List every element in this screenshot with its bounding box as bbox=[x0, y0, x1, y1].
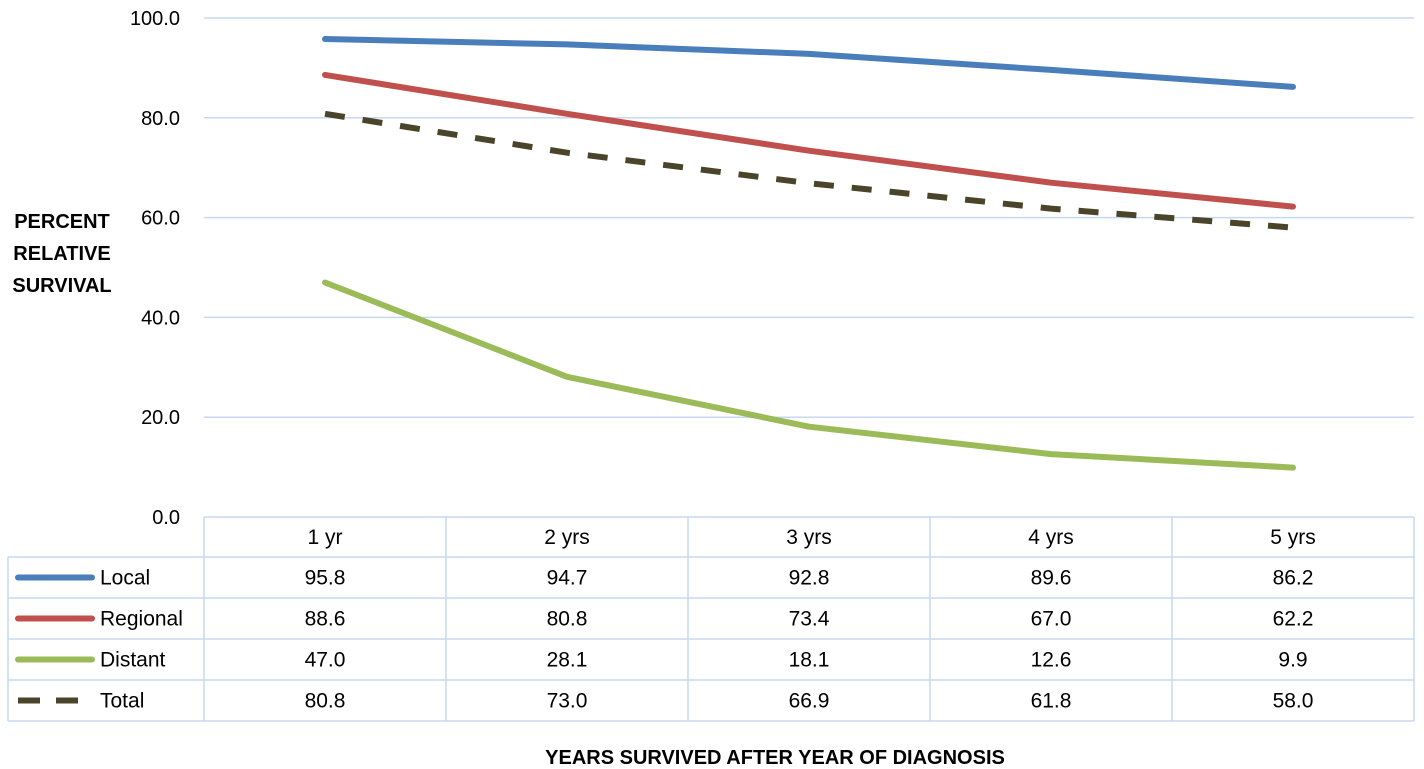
legend-label-regional: Regional bbox=[100, 608, 183, 631]
data-label: 80.8 bbox=[547, 608, 588, 631]
y-axis: 0.0 20.0 40.0 60.0 80.0 100.0 bbox=[130, 8, 180, 529]
data-label: 66.9 bbox=[789, 690, 830, 713]
data-label: 94.7 bbox=[547, 567, 588, 590]
gridlines bbox=[204, 17, 1414, 418]
series-line-total bbox=[324, 110, 1294, 231]
y-axis-title-line-2: RELATIVE bbox=[13, 243, 110, 265]
series-line-distant bbox=[322, 279, 1296, 471]
data-label: 73.0 bbox=[547, 690, 588, 713]
y-tick-label: 20.0 bbox=[141, 407, 180, 429]
y-tick-label: 40.0 bbox=[141, 307, 180, 329]
data-label: 58.0 bbox=[1273, 690, 1314, 713]
data-label: 95.8 bbox=[305, 567, 346, 590]
y-tick-label: 0.0 bbox=[152, 507, 180, 529]
data-label: 12.6 bbox=[1031, 649, 1072, 672]
x-category-label: 5 yrs bbox=[1270, 526, 1316, 549]
data-label: 88.6 bbox=[305, 608, 346, 631]
y-tick-label: 80.0 bbox=[141, 108, 180, 130]
series-lines bbox=[322, 36, 1296, 471]
data-label: 61.8 bbox=[1031, 690, 1072, 713]
y-axis-title-line-1: PERCENT bbox=[14, 211, 110, 233]
data-label: 9.9 bbox=[1278, 649, 1307, 672]
data-label: 92.8 bbox=[789, 567, 830, 590]
data-label: 47.0 bbox=[305, 649, 346, 672]
legend-label-distant: Distant bbox=[100, 649, 166, 672]
data-label: 80.8 bbox=[305, 690, 346, 713]
legend-label-local: Local bbox=[100, 567, 150, 590]
x-category-label: 4 yrs bbox=[1028, 526, 1074, 549]
data-label: 62.2 bbox=[1273, 608, 1314, 631]
y-tick-label: 60.0 bbox=[141, 208, 180, 230]
y-axis-title-line-3: SURVIVAL bbox=[12, 275, 111, 297]
data-label: 86.2 bbox=[1273, 567, 1314, 590]
y-tick-label: 100.0 bbox=[130, 8, 180, 30]
data-label: 18.1 bbox=[789, 649, 830, 672]
x-axis-title: YEARS SURVIVED AFTER YEAR OF DIAGNOSIS bbox=[545, 747, 1005, 769]
x-category-label: 3 yrs bbox=[786, 526, 832, 549]
data-label: 28.1 bbox=[547, 649, 588, 672]
y-axis-title: PERCENT RELATIVE SURVIVAL bbox=[12, 211, 111, 297]
data-table: 1 yr 2 yrs 3 yrs 4 yrs 5 yrs Local 95.8 94.7 92.… bbox=[7, 516, 1415, 722]
data-label: 73.4 bbox=[789, 608, 830, 631]
legend-label-total: Total bbox=[100, 690, 144, 713]
series-line-local bbox=[322, 36, 1296, 90]
x-category-label: 2 yrs bbox=[544, 526, 590, 549]
series-line-regional bbox=[322, 71, 1296, 210]
data-label: 67.0 bbox=[1031, 608, 1072, 631]
x-category-label: 1 yr bbox=[307, 526, 342, 549]
data-label: 89.6 bbox=[1031, 567, 1072, 590]
